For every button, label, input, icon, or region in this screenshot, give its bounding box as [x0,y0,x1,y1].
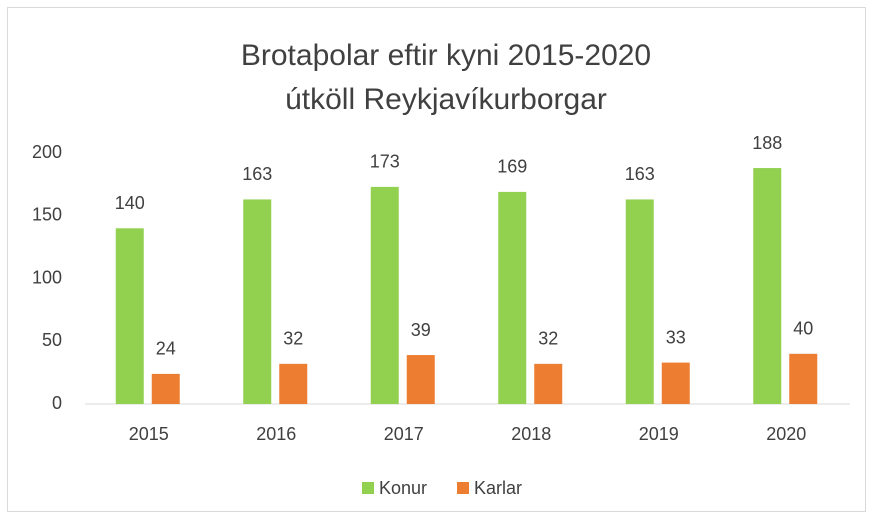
y-tick-label: 50 [42,330,62,350]
bar [534,363,563,404]
bar [279,363,308,404]
legend-swatch [457,482,469,494]
x-tick-label: 2018 [511,424,551,444]
chart-border [7,7,866,512]
bar [753,168,782,404]
legend-swatch [362,482,374,494]
legend-label: Karlar [474,478,522,498]
x-tick-label: 2020 [766,424,806,444]
data-label: 40 [793,319,813,339]
legend-label: Konur [379,478,427,498]
data-label: 163 [625,164,655,184]
y-tick-label: 100 [32,267,62,287]
x-tick-label: 2016 [256,424,296,444]
data-label: 24 [156,339,176,359]
bar [151,373,180,404]
bar [370,186,399,404]
bar [115,228,144,404]
chart-title: Brotaþolar eftir kyni 2015-2020 [241,39,651,72]
y-tick-label: 200 [32,142,62,162]
chart-title: útköll Reykjavíkurborgar [285,83,607,116]
data-label: 32 [283,329,303,349]
x-tick-label: 2015 [129,424,169,444]
data-label: 173 [370,152,400,172]
x-tick-label: 2019 [639,424,679,444]
y-tick-label: 0 [52,393,62,413]
bar [661,362,690,404]
data-label: 33 [666,327,686,347]
data-label: 163 [242,164,272,184]
bar [243,199,272,404]
bar [498,191,527,404]
data-label: 140 [115,193,145,213]
x-tick-label: 2017 [384,424,424,444]
y-tick-label: 150 [32,205,62,225]
data-label: 32 [538,329,558,349]
bar [789,353,818,404]
bar [406,355,435,404]
data-label: 169 [497,157,527,177]
data-label: 188 [752,133,782,153]
bar [625,199,654,404]
data-label: 39 [411,320,431,340]
